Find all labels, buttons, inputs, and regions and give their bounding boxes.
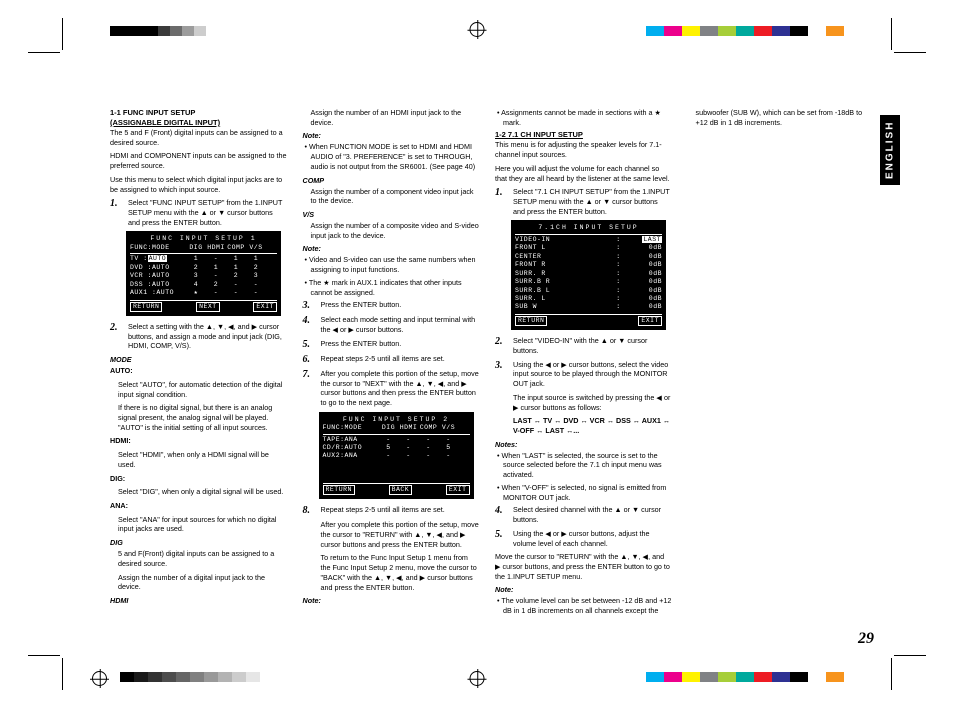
step: 1. Select "FUNC INPUT SETUP" from the 1.… xyxy=(110,198,287,227)
paragraph: The input source is switched by pressing… xyxy=(495,393,672,412)
paragraph: Assign the number of a component video i… xyxy=(303,187,480,206)
section-title: 1-2 7.1 CH INPUT SETUP xyxy=(495,130,672,139)
step: 5.Using the ◀ or ▶ cursor buttons, adjus… xyxy=(495,529,672,548)
label: HDMI: xyxy=(110,436,287,446)
sub-heading: MODE xyxy=(110,355,287,364)
paragraph: Select "DIG", when only a digital signal… xyxy=(110,487,287,497)
section-title: 1-1 FUNC INPUT SETUP xyxy=(110,108,287,117)
lcd-display: FUNC INPUT SETUP 1FUNC:MODEDIGHDMICOMPV/… xyxy=(126,231,281,316)
step: 2.Select "VIDEO-IN" with the ▲ or ▼ curs… xyxy=(495,336,672,355)
step-number: 2. xyxy=(110,322,128,351)
note-bullet: • When FUNCTION MODE is set to HDMI and … xyxy=(303,142,480,171)
note-bullet: • The ★ mark in AUX.1 indicates that oth… xyxy=(303,278,480,297)
step: 4.Select each mode setting and input ter… xyxy=(303,315,480,334)
sub-heading: DIG xyxy=(110,538,287,547)
step: 3.Press the ENTER button. xyxy=(303,300,480,311)
lcd-display: FUNC INPUT SETUP 2FUNC:MODEDIGHDMICOMPV/… xyxy=(319,412,474,500)
registration-mark xyxy=(470,22,485,37)
paragraph: Select "ANA" for input sources for which… xyxy=(110,515,287,534)
step-text: Select "FUNC INPUT SETUP" from the 1.INP… xyxy=(128,198,287,227)
paragraph: The 5 and F (Front) digital inputs can b… xyxy=(110,128,287,147)
step: 6.Repeat steps 2-5 until all items are s… xyxy=(303,354,480,365)
step: 2. Select a setting with the ▲, ▼, ◀, an… xyxy=(110,322,287,351)
page-number: 29 xyxy=(858,630,874,648)
paragraph: Here you will adjust the volume for each… xyxy=(495,164,672,183)
step: 8.Repeat steps 2-5 until all items are s… xyxy=(303,505,480,516)
crop-mark xyxy=(891,18,892,50)
step: 3.Using the ◀ or ▶ cursor buttons, selec… xyxy=(495,360,672,389)
paragraph: After you complete this portion of the s… xyxy=(303,520,480,549)
note-bullet: • When "V-OFF" is selected, no signal is… xyxy=(495,483,672,502)
note-bullet: • When "LAST" is selected, the source is… xyxy=(495,451,672,480)
paragraph: This menu is for adjusting the speaker l… xyxy=(495,140,672,159)
lcd-display: 7.1CH INPUT SETUPVIDEO-IN:LASTFRONT L:0d… xyxy=(511,220,666,330)
step-number: 1. xyxy=(110,198,128,227)
crop-mark xyxy=(894,52,926,53)
note-heading: Note: xyxy=(303,244,480,253)
paragraph: Use this menu to select which digital in… xyxy=(110,175,287,194)
page-body: 1-1 FUNC INPUT SETUP (ASSIGNABLE DIGITAL… xyxy=(110,108,864,623)
paragraph: Assign the number of a composite video a… xyxy=(303,221,480,240)
label: DIG: xyxy=(110,474,287,484)
paragraph: To return to the Func Input Setup 1 menu… xyxy=(303,553,480,592)
paragraph: HDMI and COMPONENT inputs can be assigne… xyxy=(110,151,287,170)
registration-mark xyxy=(470,671,485,686)
color-bar xyxy=(646,672,844,682)
gray-bar xyxy=(120,672,274,682)
paragraph: Move the cursor to "RETURN" with the ▲, … xyxy=(495,552,672,581)
paragraph: Select "AUTO", for automatic detection o… xyxy=(110,380,287,399)
color-bar xyxy=(110,26,206,36)
crop-mark xyxy=(62,658,63,690)
crop-mark xyxy=(891,658,892,690)
note-heading: Note: xyxy=(495,585,672,594)
label: ANA: xyxy=(110,501,287,511)
note-bullet: • Assignments cannot be made in sections… xyxy=(495,108,672,127)
crop-mark xyxy=(28,52,60,53)
section-subtitle: (ASSIGNABLE DIGITAL INPUT) xyxy=(110,118,287,127)
note-bullet: • Video and S-video can use the same num… xyxy=(303,255,480,274)
step: 1.Select "7.1 CH INPUT SETUP" from the 1… xyxy=(495,187,672,216)
sub-heading: HDMI xyxy=(110,596,287,605)
crop-mark xyxy=(894,655,926,656)
registration-mark xyxy=(92,671,107,686)
step-text: Select a setting with the ▲, ▼, ◀, and ▶… xyxy=(128,322,287,351)
step: 4.Select desired channel with the ▲ or ▼… xyxy=(495,505,672,524)
paragraph: 5 and F(Front) digital inputs can be ass… xyxy=(110,549,287,568)
language-tab: ENGLISH xyxy=(880,115,900,185)
sub-heading: V/S xyxy=(303,210,480,219)
cycle-text: LAST ↔ TV ↔ DVD ↔ VCR ↔ DSS ↔ AUX1 ↔ V-O… xyxy=(495,416,672,435)
crop-mark xyxy=(28,655,60,656)
sub-heading: COMP xyxy=(303,176,480,185)
step: 5.Press the ENTER button. xyxy=(303,339,480,350)
note-heading: Note: xyxy=(303,596,480,605)
step: 7.After you complete this portion of the… xyxy=(303,369,480,408)
note-heading: Note: xyxy=(303,131,480,140)
crop-mark xyxy=(62,18,63,50)
paragraph: Select "HDMI", when only a HDMI signal w… xyxy=(110,450,287,469)
label: AUTO: xyxy=(110,366,287,376)
color-bar xyxy=(646,26,844,36)
note-heading: Notes: xyxy=(495,440,672,449)
paragraph: If there is no digital signal, but there… xyxy=(110,403,287,432)
paragraph: Assign the number of a digital input jac… xyxy=(110,573,287,592)
paragraph: Assign the number of an HDMI input jack … xyxy=(303,108,480,127)
